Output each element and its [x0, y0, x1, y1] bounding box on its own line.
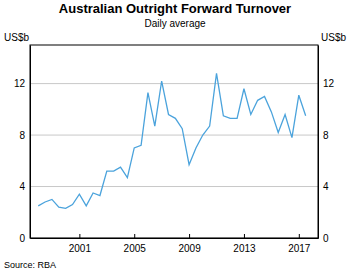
plot-area [38, 73, 305, 208]
y-axis: 0 4 8 12 [14, 46, 31, 244]
grid-line [30, 186, 318, 187]
tick: 2017 [288, 234, 311, 254]
grid [30, 84, 318, 238]
tick-label: 12 [14, 78, 26, 89]
tick: 8 [19, 130, 30, 141]
tick-label: 4 [19, 181, 25, 192]
tick: 0 [318, 233, 329, 244]
tick: 4 [19, 181, 30, 192]
source: Source: RBA [4, 260, 56, 270]
subtitle: Daily average [144, 18, 206, 29]
x-axis: 2001 2005 2009 2013 2017 [31, 234, 319, 254]
tick: 12 [318, 78, 335, 89]
tick: 0 [19, 233, 30, 244]
tick-mark [79, 234, 80, 238]
tick-label: 8 [19, 130, 25, 141]
tick-label: 2009 [178, 243, 201, 254]
tick-label: 2001 [69, 243, 92, 254]
y2-axis: 0 4 8 12 [318, 46, 335, 244]
chart: Australian Outright Forward Turnover Dail… [0, 0, 350, 271]
line [38, 73, 305, 208]
title: Australian Outright Forward Turnover [59, 1, 291, 16]
tick-label: 12 [323, 78, 335, 89]
grid-line [30, 135, 318, 136]
tick-label: 2013 [233, 243, 256, 254]
y2-axis-label: US$b [321, 32, 346, 43]
tick-label: 2005 [124, 243, 147, 254]
y-axis-label: US$b [4, 32, 29, 43]
tick-label: 0 [19, 233, 25, 244]
tick-label: 8 [323, 130, 329, 141]
tick-label: 4 [323, 181, 329, 192]
tick: 2005 [124, 234, 147, 254]
tick: 2013 [233, 234, 256, 254]
plot-frame [30, 45, 318, 238]
tick: 8 [318, 130, 329, 141]
tick: 2001 [69, 234, 92, 254]
tick-mark [299, 234, 300, 238]
tick-label: 2017 [288, 243, 311, 254]
grid-line [30, 83, 318, 84]
tick: 12 [14, 78, 30, 89]
tick-mark [244, 234, 245, 238]
tick-mark [134, 234, 135, 238]
tick-label: 0 [323, 233, 329, 244]
tick: 2009 [178, 234, 201, 254]
tick-mark [189, 234, 190, 238]
tick: 4 [318, 181, 329, 192]
